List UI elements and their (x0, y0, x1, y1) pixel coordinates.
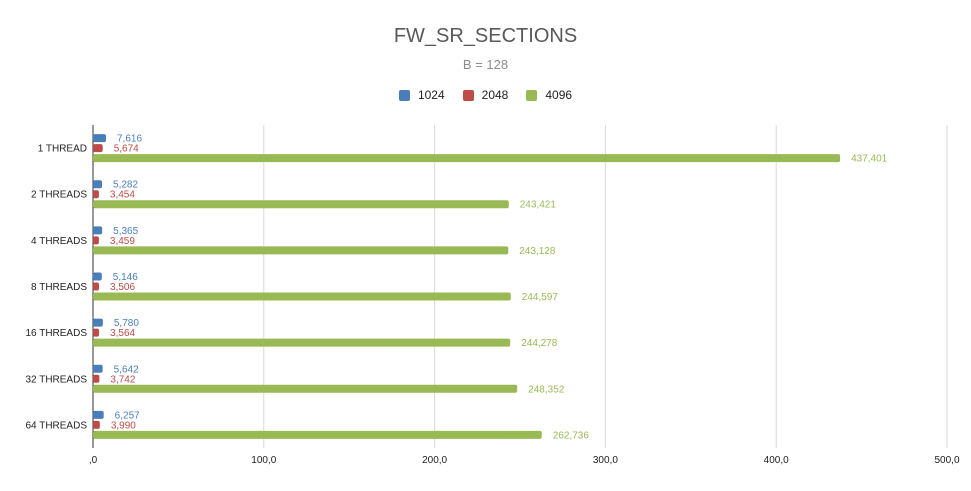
data-label: 5,282 (113, 180, 138, 191)
bar (93, 190, 99, 199)
category-label: 32 THREADS (25, 374, 87, 385)
chart-title: FW_SR_SECTIONS (393, 25, 578, 47)
data-label: 5,642 (114, 364, 139, 375)
legend-swatch (398, 89, 410, 101)
data-label: 7,616 (117, 134, 142, 145)
legend-label: 4096 (545, 88, 573, 102)
legend-label: 1024 (417, 88, 445, 102)
category-label: 1 THREAD (38, 144, 87, 155)
bar (93, 374, 100, 383)
data-label: 437,401 (851, 154, 888, 165)
data-label: 248,352 (528, 384, 565, 395)
data-label: 3,506 (110, 282, 135, 293)
x-tick-label: 200,0 (422, 455, 447, 466)
data-label: 5,780 (114, 318, 139, 329)
data-label: 6,257 (115, 410, 140, 421)
category-label: 8 THREADS (31, 282, 87, 293)
data-label: 3,742 (110, 374, 135, 385)
legend: 1024 2048 4096 (0, 88, 971, 102)
bar (93, 420, 100, 429)
data-label: 243,128 (519, 246, 556, 257)
bar (93, 292, 511, 301)
category-label: 64 THREADS (25, 420, 87, 431)
data-label: 5,365 (113, 226, 138, 237)
data-label: 244,278 (521, 338, 558, 349)
category-label: 2 THREADS (31, 190, 87, 201)
data-label: 3,454 (110, 190, 135, 201)
data-label: 5,674 (114, 144, 139, 155)
bar (93, 384, 518, 393)
legend-item-1024: 1024 (398, 88, 445, 102)
x-tick-label: ,0 (89, 455, 98, 466)
bar (93, 180, 103, 189)
data-label: 3,990 (111, 420, 136, 431)
legend-item-2048: 2048 (462, 88, 509, 102)
data-label: 244,597 (522, 292, 559, 303)
legend-item-4096: 4096 (526, 88, 572, 102)
legend-swatch (462, 89, 474, 101)
bar (93, 144, 103, 153)
bar (93, 226, 103, 235)
category-label: 16 THREADS (25, 328, 87, 339)
x-tick-label: 100,0 (251, 455, 276, 466)
bar (93, 430, 542, 439)
bar (93, 328, 100, 337)
bar (93, 200, 509, 209)
x-tick-label: 500,0 (934, 455, 959, 466)
x-tick-label: 400,0 (764, 455, 789, 466)
bar (93, 282, 99, 291)
chart-subtitle: B = 128 (462, 57, 509, 72)
legend-label: 2048 (481, 88, 509, 102)
data-label: 243,421 (520, 200, 557, 211)
bar (93, 246, 509, 255)
bar (93, 154, 841, 163)
bar (93, 236, 99, 245)
bar (93, 338, 511, 347)
data-label: 5,146 (113, 272, 138, 283)
bar (93, 410, 104, 419)
bar (93, 364, 103, 373)
bar (93, 318, 103, 327)
x-tick-label: 300,0 (593, 455, 618, 466)
category-label: 4 THREADS (31, 236, 87, 247)
bar (93, 272, 102, 281)
legend-swatch (526, 89, 538, 101)
bar (93, 134, 107, 143)
data-label: 3,459 (110, 236, 135, 247)
data-label: 3,564 (110, 328, 135, 339)
data-label: 262,736 (553, 430, 590, 441)
